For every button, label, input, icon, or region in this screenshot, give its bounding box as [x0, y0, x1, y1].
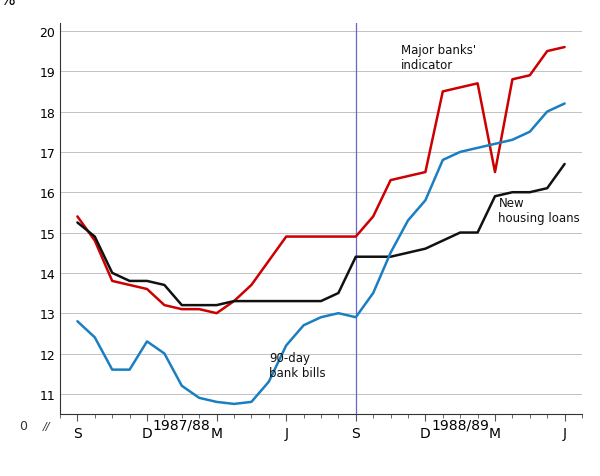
Text: Major banks'
indicator: Major banks' indicator [401, 44, 476, 72]
Text: New
housing loans: New housing loans [499, 197, 580, 225]
Text: %: % [1, 0, 15, 8]
Text: 0: 0 [19, 419, 27, 433]
Text: 1988/89: 1988/89 [431, 418, 489, 432]
Text: 1987/88: 1987/88 [153, 418, 211, 432]
Text: 90-day
bank bills: 90-day bank bills [269, 352, 325, 380]
Text: //: // [43, 421, 50, 431]
